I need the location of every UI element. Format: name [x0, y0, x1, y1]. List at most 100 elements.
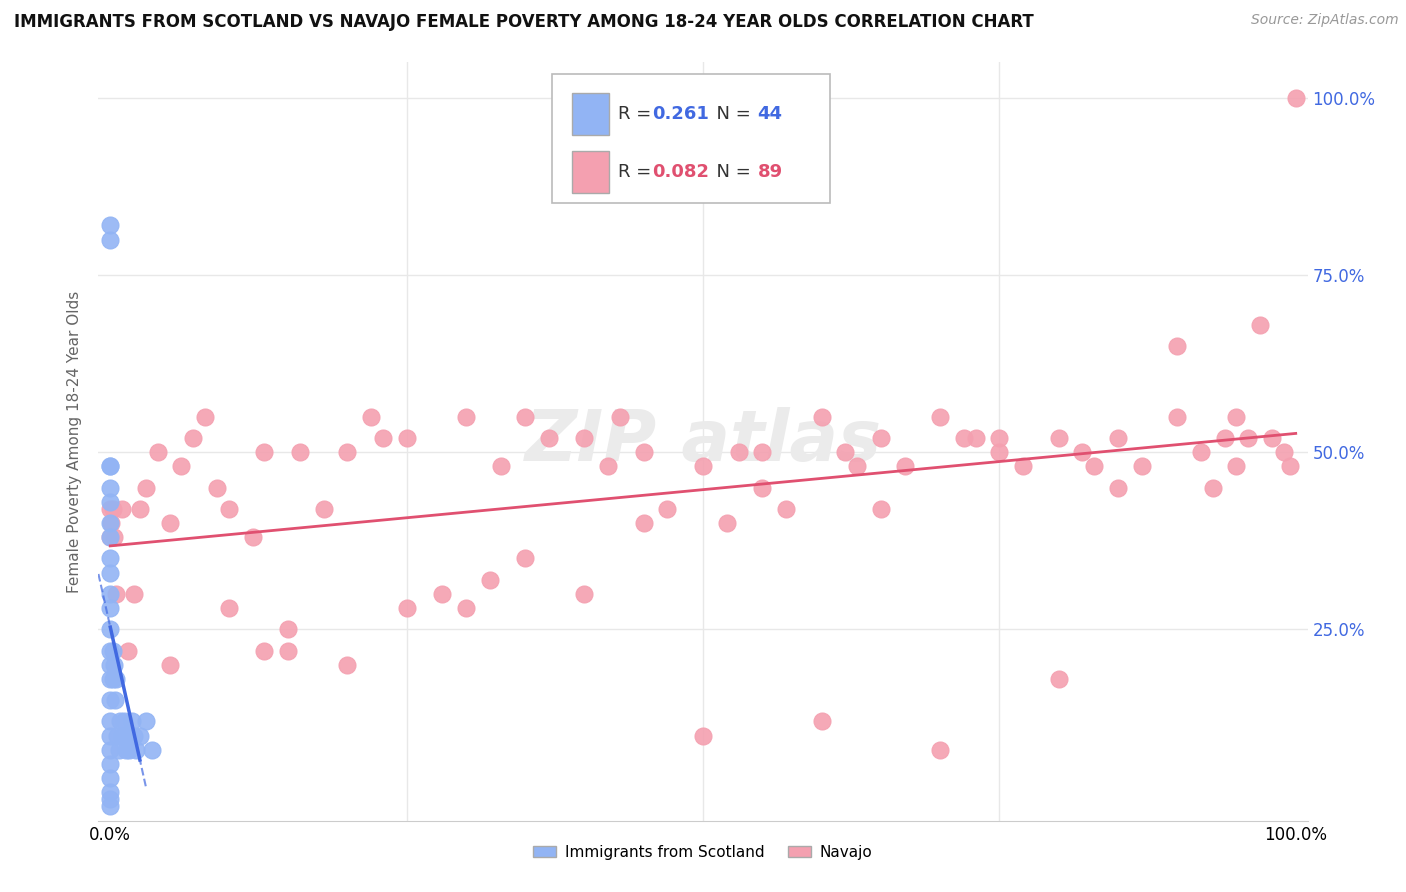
Point	[98, 481, 121, 495]
Point	[727, 445, 749, 459]
Point	[1166, 339, 1188, 353]
Point	[98, 530, 121, 544]
Point	[929, 409, 952, 424]
Point	[242, 530, 264, 544]
Point	[1249, 318, 1271, 332]
Point	[988, 445, 1011, 459]
Point	[101, 501, 124, 516]
Point	[1047, 672, 1070, 686]
Point	[312, 501, 335, 516]
Text: 0.082: 0.082	[652, 163, 709, 181]
Point	[122, 587, 145, 601]
Point	[141, 743, 163, 757]
Point	[965, 431, 987, 445]
FancyBboxPatch shape	[572, 93, 609, 135]
Point	[98, 587, 121, 601]
Point	[336, 445, 359, 459]
Point	[253, 445, 276, 459]
Point	[98, 792, 121, 806]
Point	[454, 601, 477, 615]
Point	[1285, 91, 1308, 105]
FancyBboxPatch shape	[551, 74, 830, 202]
Point	[98, 601, 121, 615]
Point	[692, 459, 714, 474]
Point	[129, 501, 152, 516]
Point	[846, 459, 869, 474]
Point	[751, 445, 773, 459]
Point	[98, 672, 121, 686]
Point	[834, 445, 856, 459]
Point	[336, 657, 359, 672]
Point	[111, 501, 134, 516]
Point	[98, 501, 121, 516]
Point	[103, 530, 125, 544]
Point	[98, 495, 121, 509]
Point	[869, 501, 891, 516]
Point	[98, 714, 121, 729]
Text: 44: 44	[758, 105, 782, 123]
Legend: Immigrants from Scotland, Navajo: Immigrants from Scotland, Navajo	[527, 838, 879, 866]
Point	[395, 431, 418, 445]
Text: N =: N =	[706, 163, 756, 181]
Point	[98, 693, 121, 707]
Point	[253, 643, 276, 657]
Point	[893, 459, 915, 474]
Point	[125, 743, 148, 757]
Point	[98, 799, 121, 814]
Point	[170, 459, 193, 474]
Point	[277, 643, 299, 657]
Point	[574, 431, 596, 445]
Point	[598, 459, 620, 474]
Point	[633, 516, 655, 530]
Point	[633, 445, 655, 459]
Point	[118, 743, 141, 757]
Point	[101, 672, 124, 686]
Point	[98, 729, 121, 743]
Point	[159, 516, 181, 530]
Point	[1107, 481, 1129, 495]
Point	[775, 501, 797, 516]
Text: 0.261: 0.261	[652, 105, 709, 123]
Point	[810, 714, 832, 729]
Point	[159, 657, 181, 672]
Point	[98, 459, 121, 474]
Text: 89: 89	[758, 163, 783, 181]
Point	[98, 530, 121, 544]
Point	[105, 587, 128, 601]
Point	[98, 551, 121, 566]
Point	[122, 729, 145, 743]
Point	[478, 573, 501, 587]
Point	[1213, 431, 1236, 445]
Point	[107, 743, 129, 757]
Point	[194, 409, 217, 424]
Point	[277, 623, 299, 637]
Point	[218, 501, 240, 516]
Point	[537, 431, 560, 445]
Text: IMMIGRANTS FROM SCOTLAND VS NAVAJO FEMALE POVERTY AMONG 18-24 YEAR OLDS CORRELAT: IMMIGRANTS FROM SCOTLAND VS NAVAJO FEMAL…	[14, 13, 1033, 31]
Point	[98, 566, 121, 580]
Point	[98, 623, 121, 637]
Point	[103, 657, 125, 672]
Text: R =: R =	[619, 105, 658, 123]
Point	[1189, 445, 1212, 459]
Point	[111, 729, 134, 743]
Point	[98, 756, 121, 771]
Point	[205, 481, 228, 495]
Text: Source: ZipAtlas.com: Source: ZipAtlas.com	[1251, 13, 1399, 28]
Point	[1261, 431, 1284, 445]
Point	[952, 431, 974, 445]
Point	[135, 481, 157, 495]
Point	[114, 714, 136, 729]
Point	[929, 743, 952, 757]
Point	[869, 431, 891, 445]
Point	[218, 601, 240, 615]
Point	[117, 729, 139, 743]
Point	[105, 672, 128, 686]
Point	[1071, 445, 1094, 459]
Point	[98, 643, 121, 657]
Y-axis label: Female Poverty Among 18-24 Year Olds: Female Poverty Among 18-24 Year Olds	[67, 291, 83, 592]
Point	[751, 481, 773, 495]
Point	[454, 409, 477, 424]
Point	[491, 459, 513, 474]
Point	[98, 233, 121, 247]
